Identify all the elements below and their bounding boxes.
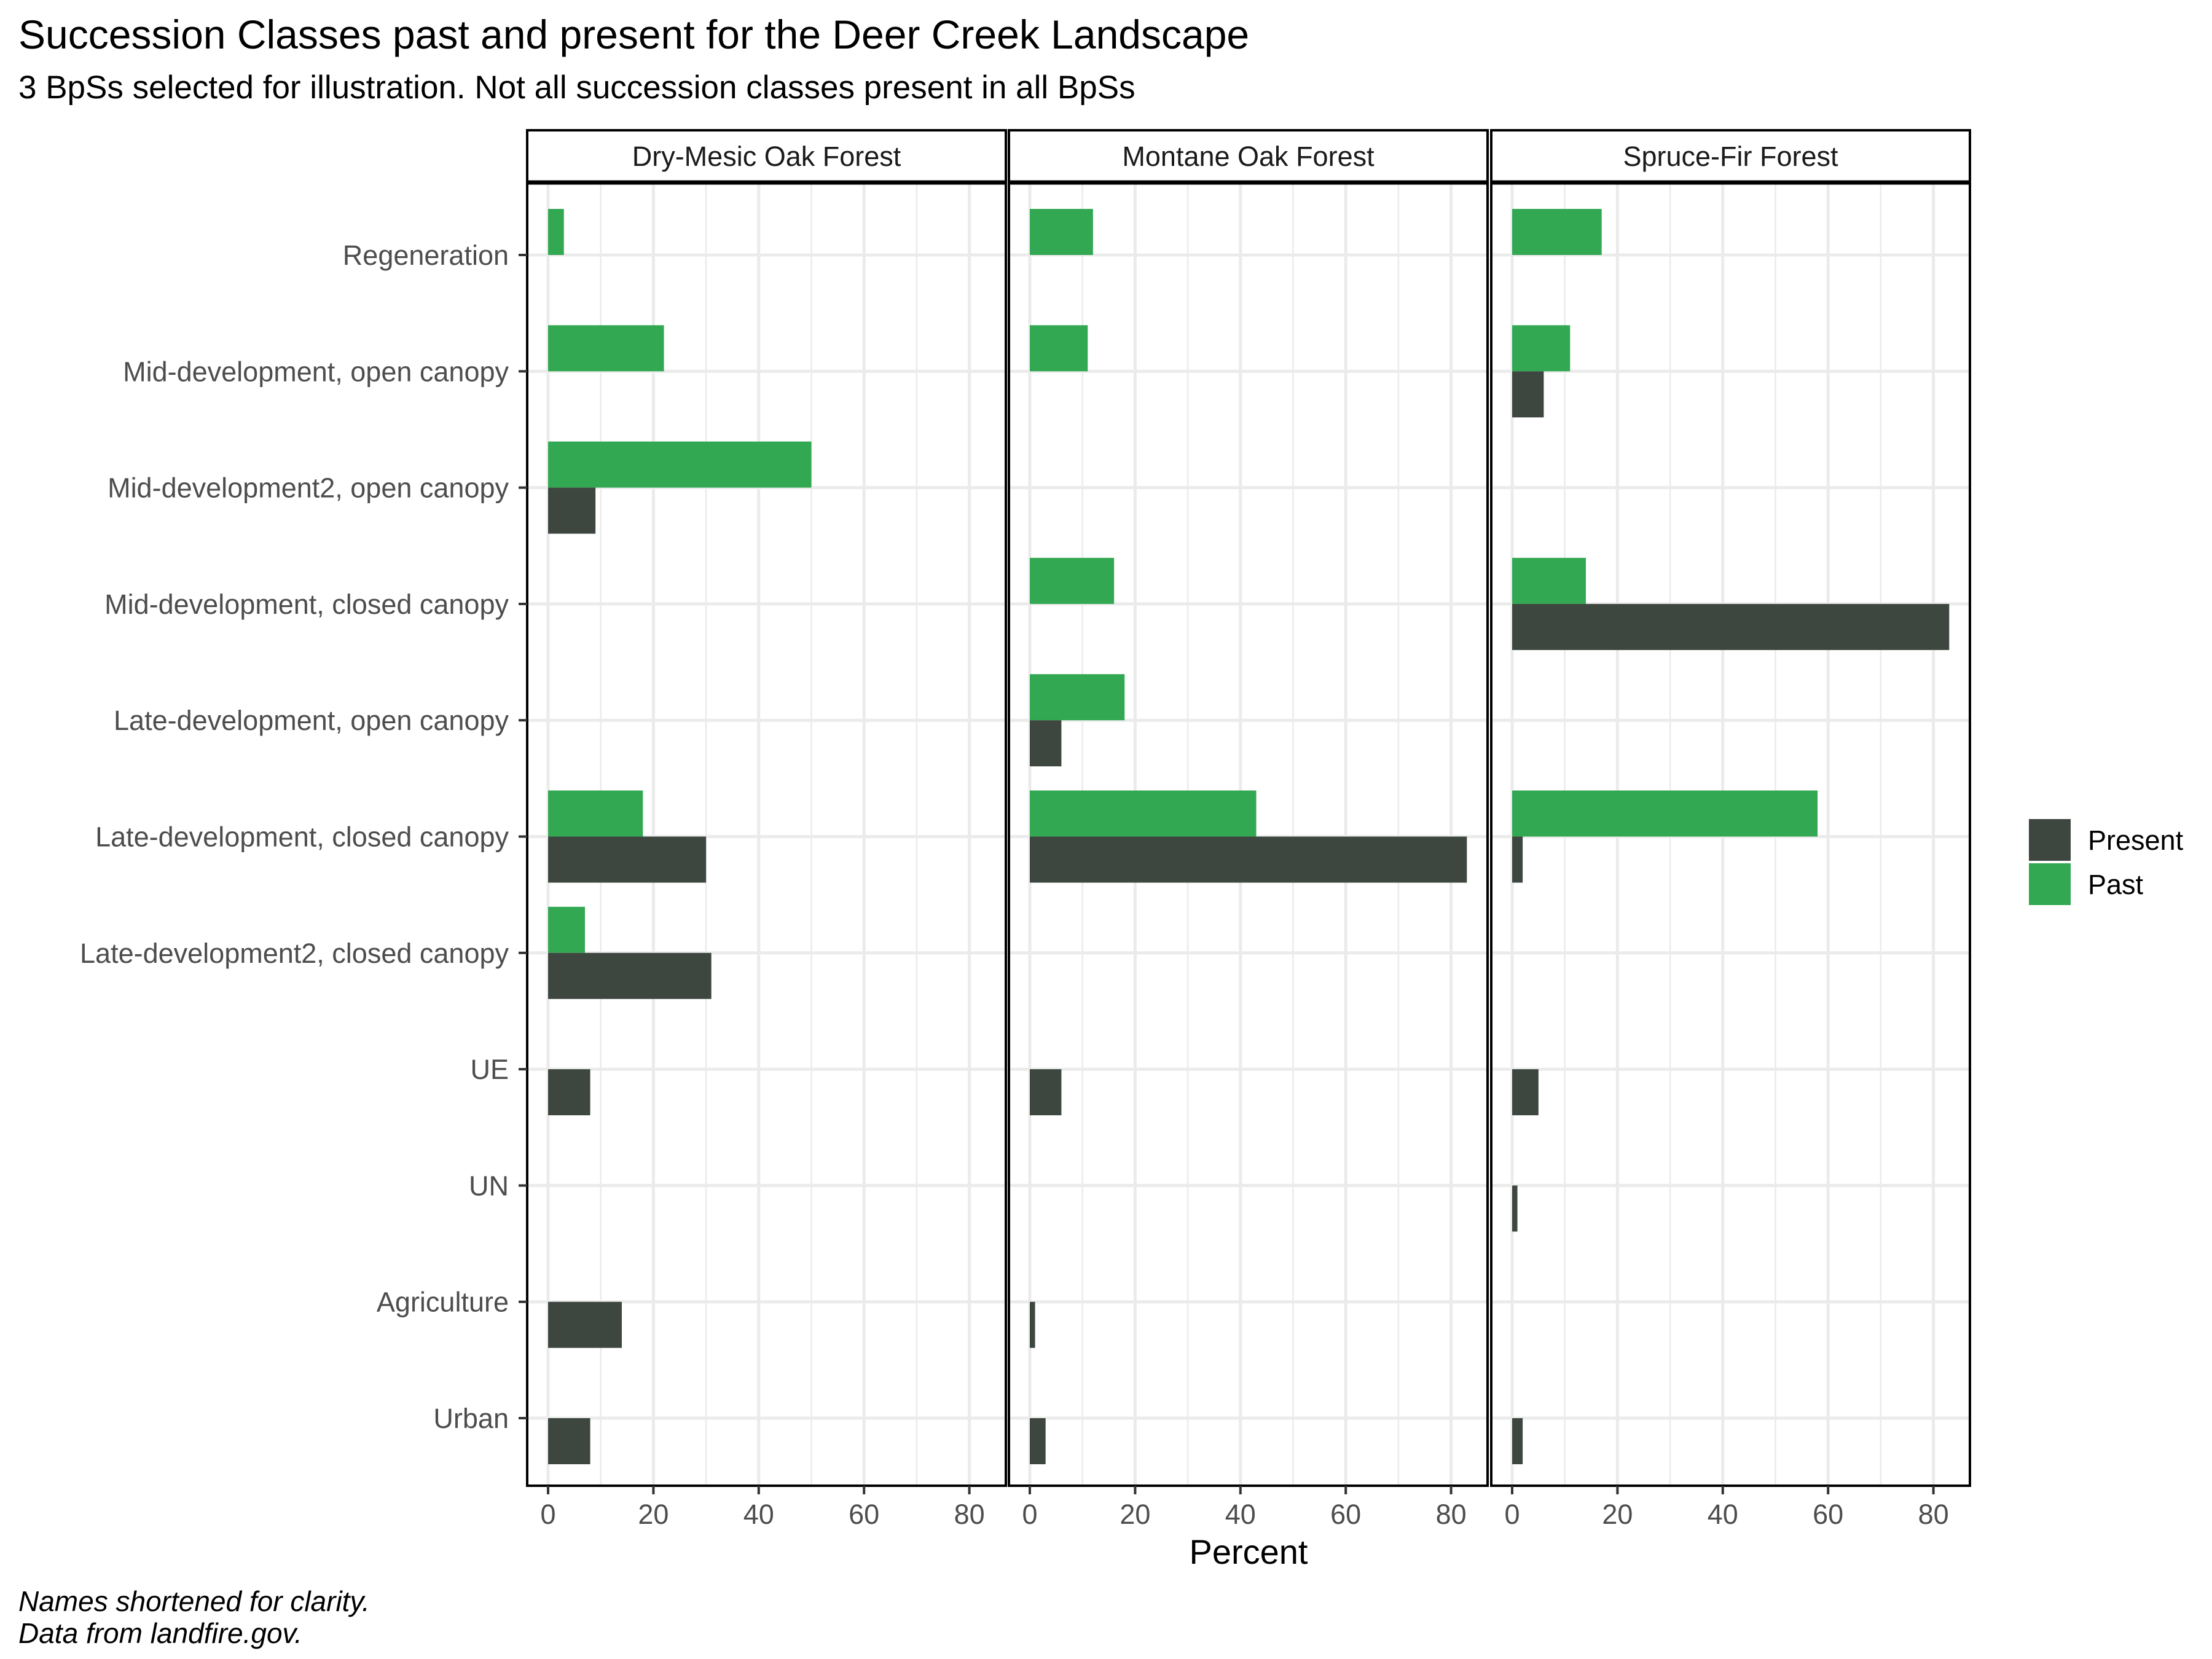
bar-montane-oak-forest-past-mid-development-open-canopy — [1030, 325, 1088, 372]
x-tick-label: 60 — [1330, 1499, 1361, 1530]
bar-spruce-fir-forest-past-mid-development-closed-canopy — [1512, 557, 1586, 604]
x-tick-label: 40 — [743, 1499, 774, 1530]
caption-line-1: Names shortened for clarity. — [18, 1585, 370, 1617]
bar-dry-mesic-oak-forest-past-mid-development-open-canopy — [548, 325, 664, 372]
bar-montane-oak-forest-present-agriculture — [1030, 1301, 1035, 1348]
bar-dry-mesic-oak-forest-present-late-development-closed-canopy — [548, 836, 707, 883]
bar-montane-oak-forest-past-late-development-closed-canopy — [1030, 790, 1257, 837]
chart-title: Succession Classes past and present for … — [18, 12, 1250, 57]
bar-montane-oak-forest-past-regeneration — [1030, 209, 1093, 255]
y-tick-label-regeneration: Regeneration — [343, 240, 509, 271]
bar-spruce-fir-forest-present-urban — [1512, 1418, 1523, 1464]
bar-spruce-fir-forest-present-mid-development-open-canopy — [1512, 371, 1544, 418]
legend-key-past — [2029, 863, 2071, 905]
y-tick-label-mid-development-closed-canopy: Mid-development, closed canopy — [104, 589, 509, 620]
y-tick-label-late-development2-closed-canopy: Late-development2, closed canopy — [80, 938, 509, 969]
y-tick-label-late-development-open-canopy: Late-development, open canopy — [114, 705, 509, 736]
x-tick-label: 20 — [1602, 1499, 1633, 1530]
x-axis-title: Percent — [1190, 1532, 1308, 1571]
x-tick-label: 0 — [540, 1499, 555, 1530]
bar-montane-oak-forest-present-late-development-open-canopy — [1030, 720, 1062, 767]
y-tick-label-un: UN — [469, 1170, 509, 1201]
y-tick-label-urban: Urban — [433, 1403, 509, 1434]
strip-montane-oak-forest — [1008, 129, 1489, 184]
legend-key-present — [2029, 819, 2071, 861]
bar-spruce-fir-forest-present-un — [1512, 1185, 1518, 1232]
bar-dry-mesic-oak-forest-present-urban — [548, 1418, 590, 1464]
x-tick-label: 80 — [954, 1499, 985, 1530]
bar-spruce-fir-forest-present-mid-development-closed-canopy — [1512, 603, 1950, 650]
bar-dry-mesic-oak-forest-present-mid-development2-open-canopy — [548, 487, 596, 534]
x-tick-label: 80 — [1918, 1499, 1949, 1530]
strip-dry-mesic-oak-forest — [526, 129, 1007, 184]
x-tick-label: 20 — [1120, 1499, 1150, 1530]
caption: Names shortened for clarity. Data from l… — [18, 1585, 370, 1649]
x-tick-label: 40 — [1708, 1499, 1738, 1530]
bar-dry-mesic-oak-forest-present-agriculture — [548, 1301, 622, 1348]
y-tick-label-ue: UE — [470, 1054, 509, 1085]
strip-label-spruce-fir-forest: Spruce-Fir Forest — [1623, 141, 1838, 172]
bar-spruce-fir-forest-present-late-development-closed-canopy — [1512, 836, 1523, 883]
x-tick-label: 0 — [1504, 1499, 1520, 1530]
strip-label-montane-oak-forest: Montane Oak Forest — [1122, 141, 1375, 172]
bar-spruce-fir-forest-past-regeneration — [1512, 209, 1602, 255]
chart-subtitle: 3 BpSs selected for illustration. Not al… — [18, 69, 1135, 106]
x-tick-label: 20 — [638, 1499, 669, 1530]
x-tick-label: 0 — [1022, 1499, 1037, 1530]
strip-label-dry-mesic-oak-forest: Dry-Mesic Oak Forest — [632, 141, 901, 172]
y-tick-label-mid-development-open-canopy: Mid-development, open canopy — [123, 356, 509, 387]
bar-montane-oak-forest-present-late-development-closed-canopy — [1030, 836, 1467, 883]
x-tick-label: 60 — [849, 1499, 879, 1530]
y-tick-label-late-development-closed-canopy: Late-development, closed canopy — [95, 822, 509, 853]
x-tick-label: 60 — [1813, 1499, 1843, 1530]
bar-montane-oak-forest-present-ue — [1030, 1069, 1062, 1116]
bar-montane-oak-forest-present-urban — [1030, 1418, 1046, 1464]
bar-montane-oak-forest-past-late-development-open-canopy — [1030, 674, 1125, 721]
x-tick-label: 80 — [1436, 1499, 1467, 1530]
legend-label-present: Present — [2088, 825, 2184, 856]
strip-spruce-fir-forest — [1490, 129, 1971, 184]
bar-montane-oak-forest-past-mid-development-closed-canopy — [1030, 557, 1115, 604]
y-tick-label-agriculture: Agriculture — [377, 1287, 509, 1318]
bar-spruce-fir-forest-past-late-development-closed-canopy — [1512, 790, 1818, 837]
y-tick-label-mid-development2-open-canopy: Mid-development2, open canopy — [108, 473, 509, 504]
bar-dry-mesic-oak-forest-present-ue — [548, 1069, 590, 1116]
bar-dry-mesic-oak-forest-present-late-development2-closed-canopy — [548, 952, 712, 999]
legend-label-past: Past — [2088, 869, 2144, 900]
caption-line-2: Data from landfire.gov. — [18, 1617, 302, 1649]
bar-dry-mesic-oak-forest-past-mid-development2-open-canopy — [548, 441, 812, 488]
bar-spruce-fir-forest-present-ue — [1512, 1069, 1539, 1116]
bar-dry-mesic-oak-forest-past-late-development-closed-canopy — [548, 790, 643, 837]
x-tick-label: 40 — [1225, 1499, 1256, 1530]
bar-dry-mesic-oak-forest-past-late-development2-closed-canopy — [548, 906, 585, 953]
bar-spruce-fir-forest-past-mid-development-open-canopy — [1512, 325, 1571, 372]
bar-dry-mesic-oak-forest-past-regeneration — [548, 209, 564, 255]
